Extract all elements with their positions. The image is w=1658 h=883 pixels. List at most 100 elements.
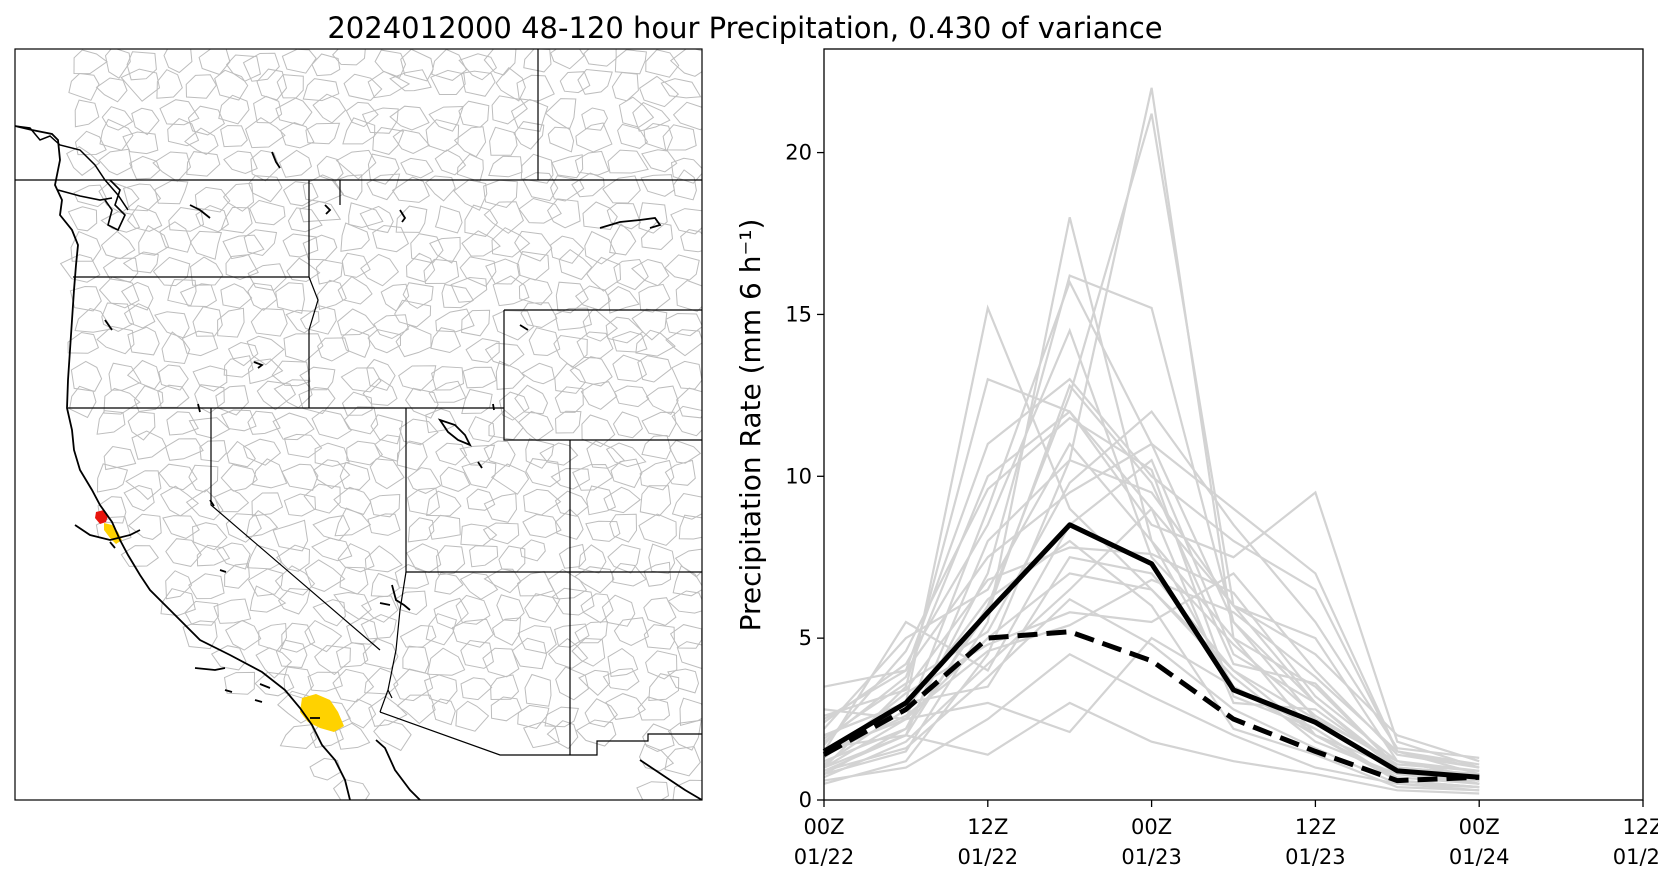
- y-axis-label: Precipitation Rate (mm 6 h⁻¹): [734, 219, 767, 632]
- basin-outline: [194, 384, 225, 414]
- basin-outline: [346, 440, 383, 466]
- basin-outline: [255, 647, 293, 679]
- basin-outline: [360, 595, 399, 623]
- basin-outline: [569, 356, 613, 387]
- basin-outline: [639, 485, 672, 517]
- basin-outline: [578, 544, 607, 574]
- baja-coast: [375, 739, 421, 800]
- basin-outline: [524, 593, 561, 623]
- basin-outline: [346, 617, 379, 645]
- basin-outline: [122, 251, 159, 274]
- basin-outline: [312, 599, 346, 627]
- basin-outline: [524, 673, 552, 707]
- basin-outline: [640, 221, 674, 251]
- basin-outline: [247, 568, 284, 597]
- basin-outline: [186, 151, 221, 177]
- basin-outline: [632, 102, 671, 132]
- basin-outline: [491, 227, 531, 258]
- basin-outline: [281, 463, 319, 491]
- basin-outline: [458, 53, 498, 81]
- basin-outline: [102, 257, 139, 283]
- basin-outline: [389, 105, 430, 131]
- x-tick-label-date: 01/22: [794, 845, 855, 869]
- x-tick-label-time: 00Z: [803, 815, 844, 839]
- basin-outline: [585, 520, 621, 542]
- basin-outline: [394, 563, 430, 589]
- basin-outline: [199, 440, 227, 463]
- basin-outline: [165, 570, 193, 600]
- basin-outline: [511, 637, 548, 670]
- basin-outline: [460, 70, 496, 97]
- basin-outline: [374, 49, 407, 79]
- basin-outline: [342, 117, 376, 145]
- basin-outline: [184, 127, 219, 155]
- basin-outline: [218, 94, 250, 125]
- basin-outline: [271, 360, 311, 387]
- basin-outline: [256, 380, 297, 411]
- basin-outline: [391, 176, 430, 203]
- basin-outline: [645, 385, 679, 416]
- basin-outline: [222, 182, 255, 212]
- basin-outline: [495, 360, 525, 390]
- basin-outline: [341, 252, 371, 278]
- basin-outline: [439, 466, 471, 492]
- basin-outline: [195, 204, 229, 233]
- basin-outline: [612, 330, 648, 353]
- mean-line-dashed: [822, 629, 1480, 784]
- basin-outline: [337, 276, 373, 305]
- basin-outline: [553, 334, 588, 369]
- basin-outline: [74, 307, 113, 333]
- basin-outline: [215, 385, 249, 416]
- basin-outline: [490, 463, 530, 495]
- basin-outline: [643, 561, 672, 587]
- basin-outline: [660, 78, 702, 99]
- basin-outline: [343, 73, 383, 101]
- basin-outline: [184, 600, 219, 626]
- basin-outline: [612, 411, 643, 439]
- basin-outline: [394, 299, 432, 328]
- basin-outline: [224, 563, 250, 589]
- basin-outline: [610, 458, 643, 489]
- basin-outline: [462, 366, 498, 389]
- basin-outline: [369, 493, 401, 518]
- basin-outline: [485, 258, 521, 285]
- basin-outline: [460, 639, 494, 669]
- basin-outline: [525, 458, 561, 488]
- basin-outline: [133, 385, 164, 413]
- map-frame: [14, 48, 703, 801]
- basin-outline: [101, 106, 134, 131]
- basin-outline: [483, 493, 518, 523]
- basin-outline: [251, 492, 284, 517]
- basin-outline: [461, 309, 491, 337]
- basin-outline: [423, 258, 460, 285]
- basin-outline: [214, 69, 249, 101]
- basin-outline: [554, 307, 592, 331]
- basin-outline: [70, 360, 103, 392]
- basin-outline: [607, 648, 639, 677]
- x-tick-label-time: 00Z: [1459, 815, 1500, 839]
- basin-outline: [642, 723, 675, 752]
- basin-outline: [667, 590, 702, 614]
- basin-outline: [641, 434, 672, 460]
- basin-outline: [483, 568, 522, 594]
- basin-outline: [574, 621, 609, 644]
- basin-outline: [581, 107, 609, 131]
- basin-outline: [223, 671, 256, 695]
- basin-outline: [490, 696, 523, 722]
- basin-outline: [188, 417, 231, 439]
- basin-outline: [367, 70, 411, 99]
- basin-outline: [664, 254, 700, 281]
- basin-outline: [185, 74, 217, 99]
- basin-outline: [103, 387, 141, 415]
- basin-outline: [607, 149, 649, 174]
- basin-outline: [395, 205, 428, 233]
- basin-outline: [429, 236, 461, 264]
- basin-outline: [525, 438, 555, 469]
- basin-outline: [242, 52, 280, 82]
- basin-outline: [314, 644, 351, 676]
- x-tick-label-time: 12Z: [1295, 815, 1336, 839]
- basin-outline: [298, 386, 336, 415]
- basin-outline: [465, 338, 500, 364]
- basin-outline: [166, 411, 199, 436]
- basin-outline: [389, 69, 432, 92]
